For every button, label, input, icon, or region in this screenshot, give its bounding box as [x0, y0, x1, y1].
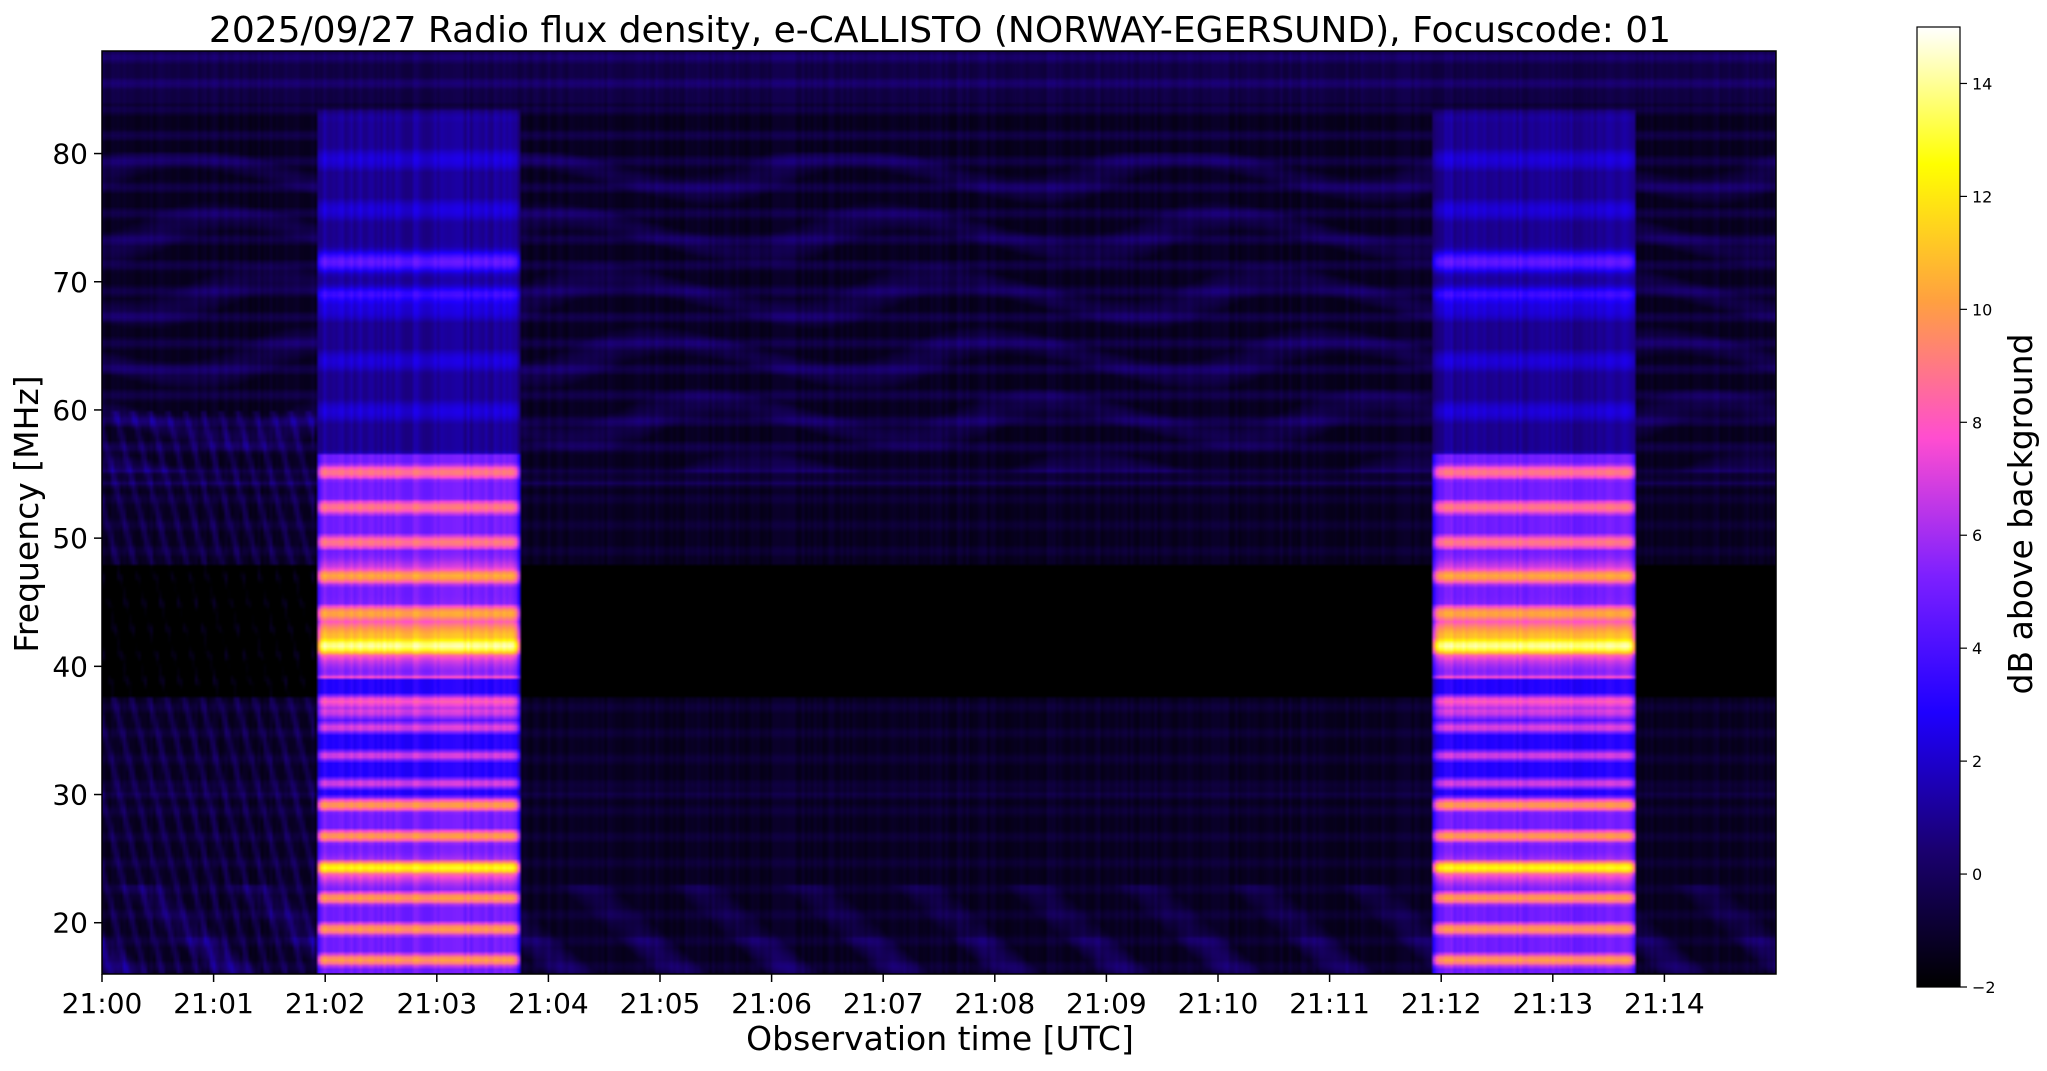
plot-frame: [101, 50, 1777, 975]
colorbar-tick-label: −2: [1972, 978, 1996, 997]
x-tick-label: 21:03: [396, 987, 477, 1020]
spectrogram-heatmap: [102, 51, 1776, 974]
chart-title: 2025/09/27 Radio flux density, e-CALLIST…: [209, 10, 1671, 51]
x-tick-label: 21:01: [173, 987, 254, 1020]
colorbar-tick-label: 6: [1972, 526, 1982, 545]
x-axis: 21:00 21:01 21:02 21:03 21:04 21:05 21:06 21:07…: [62, 974, 1705, 1020]
x-tick-label: 21:12: [1401, 987, 1482, 1020]
x-tick-label: 21:04: [508, 987, 589, 1020]
y-tick-label: 60: [52, 394, 88, 427]
x-tick-label: 21:09: [1066, 987, 1147, 1020]
colorbar-tick-label: 12: [1972, 187, 1992, 206]
y-tick-label: 70: [52, 266, 88, 299]
x-tick-label: 21:11: [1289, 987, 1370, 1020]
colorbar-tick-label: 0: [1972, 865, 1982, 884]
colorbar-tick-label: 2: [1972, 752, 1982, 771]
colorbar-tick-label: 8: [1972, 413, 1982, 432]
y-axis-label: Frequency [MHz]: [7, 375, 46, 652]
x-tick-label: 21:02: [285, 987, 366, 1020]
colorbar-tick-label: 10: [1972, 300, 1992, 319]
x-tick-label: 21:14: [1624, 987, 1705, 1020]
x-tick-label: 21:07: [843, 987, 924, 1020]
y-tick-label: 20: [52, 907, 88, 940]
y-tick-label: 40: [52, 650, 88, 683]
colorbar-label: dB above background: [2001, 334, 2040, 695]
x-tick-label: 21:05: [620, 987, 701, 1020]
colorbar-tick-label: 14: [1972, 74, 1992, 93]
colorbar-tick-label: 4: [1972, 639, 1982, 658]
colorbar: −2 0 2 4 6 8 10 12 14: [1916, 26, 1996, 997]
x-axis-label: Observation time [UTC]: [746, 1019, 1134, 1058]
x-tick-label: 21:06: [731, 987, 812, 1020]
y-tick-label: 30: [52, 779, 88, 812]
x-tick-label: 21:10: [1178, 987, 1259, 1020]
x-tick-label: 21:00: [62, 987, 143, 1020]
x-tick-label: 21:08: [954, 987, 1035, 1020]
y-tick-label: 50: [52, 522, 88, 555]
spectrogram-plot: [101, 50, 1777, 975]
x-tick-label: 21:13: [1512, 987, 1593, 1020]
colorbar-gradient: [1916, 26, 1961, 988]
colorbar-ticks: −2 0 2 4 6 8 10 12 14: [1960, 74, 1996, 997]
y-tick-label: 80: [52, 138, 88, 171]
spectrogram-image: [102, 51, 1776, 974]
y-axis: 20 30 40 50 60 70 80: [52, 138, 102, 940]
